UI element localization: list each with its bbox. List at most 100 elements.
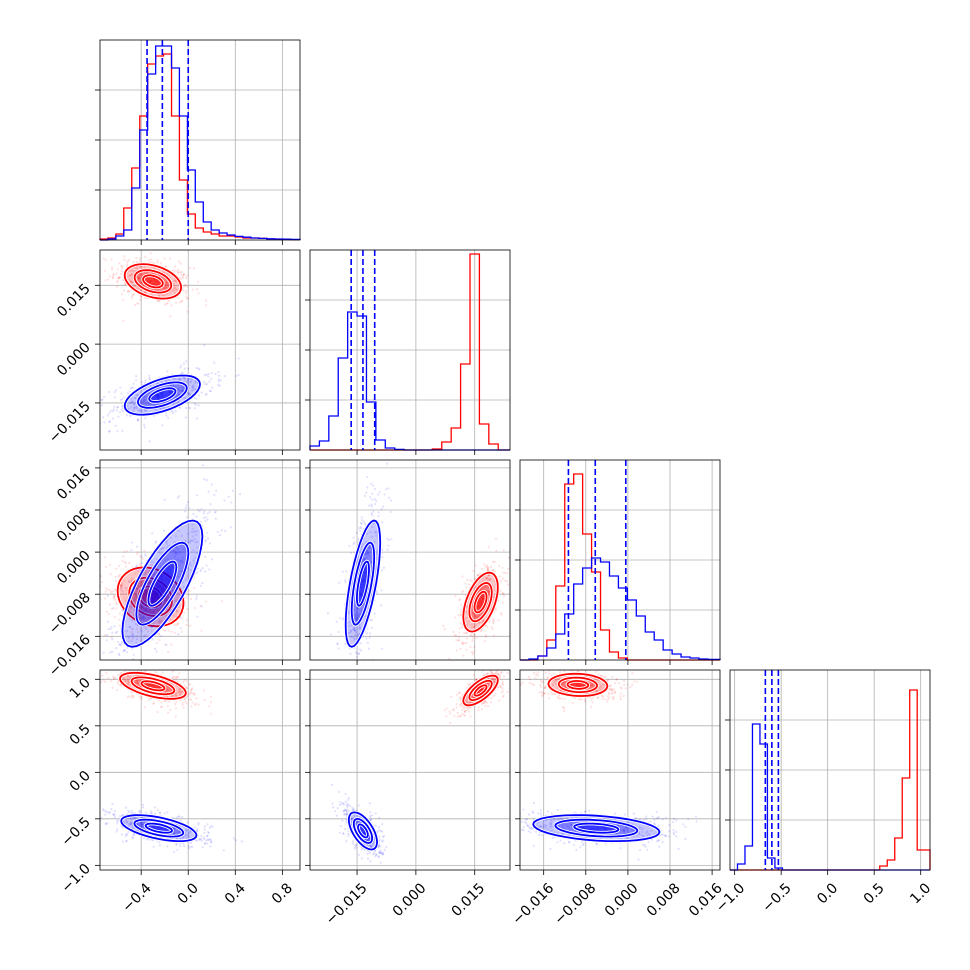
red-sample-point: [179, 276, 182, 279]
red-sample-point: [129, 279, 132, 282]
red-sample-point: [108, 275, 111, 278]
blue-sample-point: [151, 576, 154, 579]
red-sample-point: [128, 278, 131, 281]
blue-sample-point: [354, 651, 358, 654]
blue-sample-point: [108, 688, 110, 690]
red-sample-point: [168, 291, 172, 294]
red-sample-point: [483, 704, 487, 707]
red-sample-point: [475, 636, 478, 639]
blue-sample-point: [128, 611, 131, 614]
red-sample-point: [136, 634, 139, 638]
blue-sample-point: [370, 514, 374, 517]
blue-sample-point: [206, 838, 210, 841]
red-sample-point: [478, 614, 481, 617]
red-sample-point: [472, 651, 475, 654]
red-sample-point: [448, 657, 451, 660]
red-sample-point: [139, 607, 143, 610]
gridlines: [310, 460, 510, 660]
red-sample-point: [173, 702, 177, 706]
red-sample-point: [464, 582, 467, 585]
blue-sample-point: [206, 834, 209, 837]
red-sample-point: [466, 686, 469, 689]
blue-sample-point: [144, 811, 147, 814]
red-sample-point: [161, 294, 164, 297]
red-sample-point: [116, 673, 120, 677]
blue-sample-point: [192, 559, 195, 562]
blue-sample-point: [163, 498, 166, 501]
red-sample-point: [180, 699, 183, 702]
red-sample-point: [147, 617, 150, 620]
red-sample-point: [504, 579, 507, 582]
blue-sample-point: [197, 367, 200, 370]
red-sample-point: [114, 579, 118, 582]
blue-sample-point: [125, 414, 129, 417]
blue-sample-point: [186, 821, 189, 824]
blue-sample-point: [134, 396, 137, 399]
blue-sample-point: [354, 633, 357, 637]
blue-sample-point: [335, 620, 338, 624]
blue-sample-point: [178, 399, 181, 403]
blue-sample-point: [197, 823, 200, 826]
blue-sample-point: [182, 547, 185, 550]
red-sample-point: [158, 621, 162, 625]
red-sample-point: [180, 270, 183, 273]
red-sample-point: [470, 626, 474, 629]
blue-sample-point: [128, 625, 132, 628]
red-sample-point: [191, 288, 194, 291]
red-sample-point: [110, 636, 113, 639]
red-sample-point: [147, 698, 150, 701]
scatter-group: [100, 663, 243, 854]
red-sample-point: [182, 701, 185, 704]
red-sample-point: [189, 682, 192, 686]
red-sample-point: [139, 605, 143, 608]
blue-sample-point: [374, 531, 377, 534]
red-sample-point: [183, 697, 186, 701]
blue-sample-point: [114, 424, 117, 427]
red-sample-point: [491, 677, 494, 680]
blue-sample-point: [123, 649, 126, 652]
blue-sample-point: [196, 615, 199, 618]
red-sample-point: [501, 682, 504, 685]
red-sample-point: [458, 691, 461, 694]
red-sample-point: [502, 694, 505, 698]
red-sample-point: [116, 268, 119, 271]
red-sample-point: [501, 687, 504, 690]
red-sample-point: [185, 295, 188, 298]
red-sample-point: [449, 695, 453, 698]
blue-sample-point: [108, 430, 111, 433]
red-sample-point: [465, 699, 468, 702]
red-sample-point: [136, 682, 139, 685]
blue-sample-point: [126, 392, 129, 395]
blue-sample-point: [198, 837, 201, 841]
red-sample-point: [140, 697, 143, 700]
blue-sample-point: [150, 560, 154, 563]
blue-sample-point: [130, 823, 133, 826]
blue-sample-point: [147, 403, 151, 406]
blue-sample-point: [338, 581, 341, 584]
red-sample-point: [475, 615, 479, 618]
red-sample-point: [499, 672, 502, 675]
red-sample-point: [494, 672, 497, 675]
red-sample-point: [103, 680, 107, 683]
blue-sample-point: [366, 475, 369, 479]
red-sample-point: [492, 622, 495, 625]
blue-sample-point: [180, 390, 183, 393]
red-sample-point: [455, 693, 459, 696]
red-sample-point: [135, 552, 139, 556]
red-sample-point: [105, 671, 108, 674]
red-sample-point: [146, 663, 148, 665]
scatter-group: [100, 460, 242, 690]
blue-sample-point: [332, 806, 335, 809]
blue-sample-point: [384, 457, 386, 459]
red-sample-point: [185, 680, 188, 683]
red-sample-point: [137, 612, 141, 615]
blue-sample-point: [166, 598, 169, 601]
red-sample-point: [103, 269, 107, 272]
blue-sample-point: [382, 835, 385, 839]
red-sample-point: [117, 574, 120, 578]
blue-sample-point: [223, 375, 226, 378]
red-sample-point: [112, 664, 114, 666]
red-sample-point: [499, 685, 503, 689]
blue-sample-point: [195, 839, 199, 842]
blue-sample-point: [182, 387, 185, 390]
